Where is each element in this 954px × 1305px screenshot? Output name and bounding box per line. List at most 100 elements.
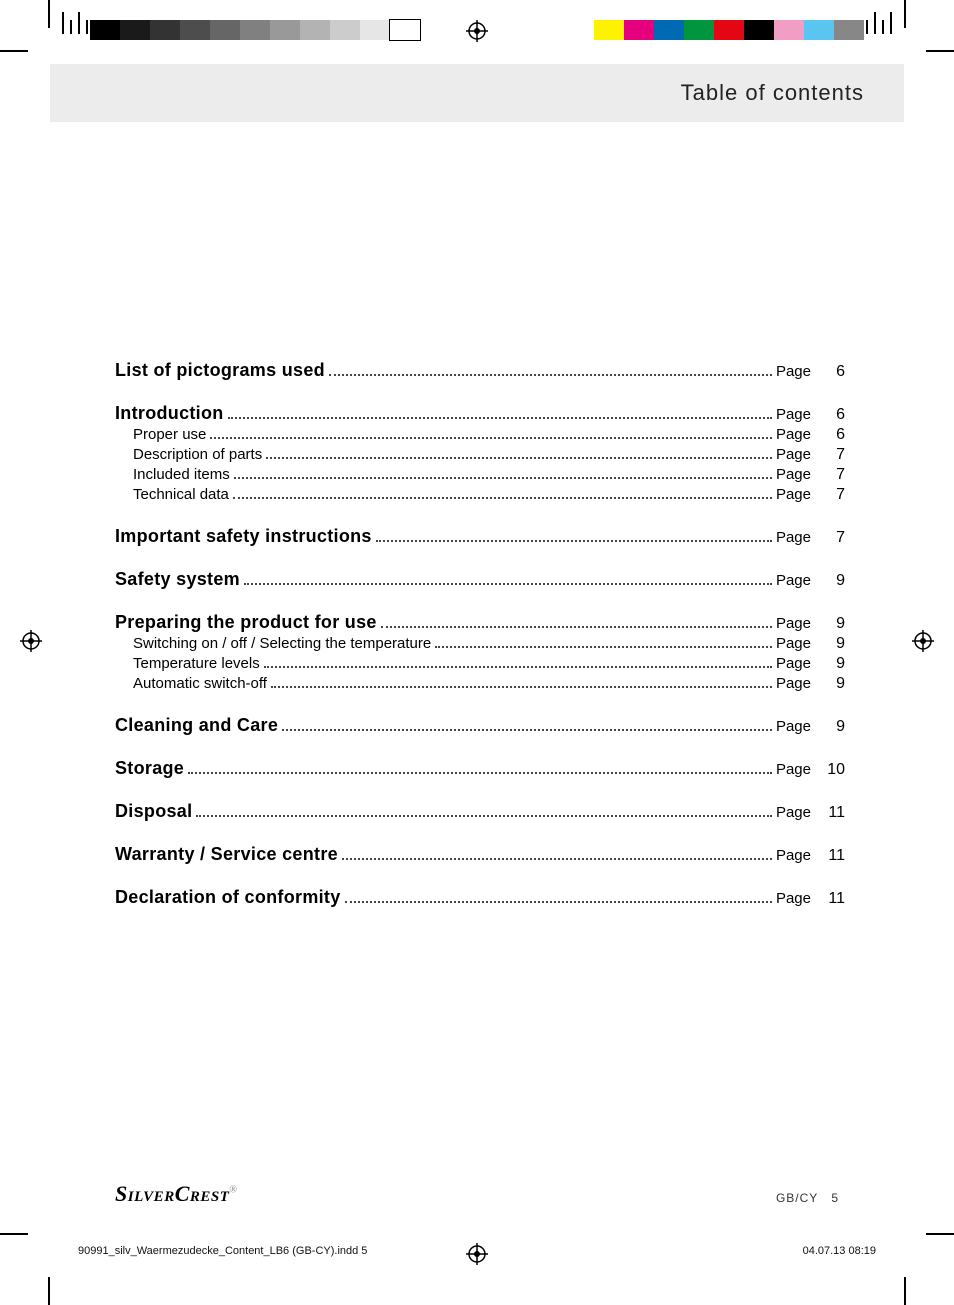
toc-title: Technical data	[115, 486, 229, 503]
toc-page-label: Page	[776, 363, 811, 380]
crop-mark	[0, 50, 28, 52]
crop-mark	[48, 0, 50, 28]
color-swatch	[684, 20, 714, 40]
toc-leader	[244, 583, 772, 585]
toc-gap	[115, 867, 845, 887]
toc-row: Warranty / Service centre Page11	[115, 844, 845, 865]
toc-page-label: Page	[776, 675, 811, 692]
toc-page-number: 9	[811, 655, 845, 673]
color-swatch	[774, 20, 804, 40]
toc-title: Important safety instructions	[115, 526, 372, 547]
toc-title: Introduction	[115, 403, 224, 424]
toc-page-number: 9	[811, 675, 845, 693]
toc-title: Storage	[115, 758, 184, 779]
toc-page-number: 6	[811, 363, 845, 381]
toc-title: Warranty / Service centre	[115, 844, 338, 865]
toc-row: Description of partsPage7	[115, 446, 845, 464]
toc-leader	[282, 729, 772, 731]
slug-left: 90991_silv_Waermezudecke_Content_LB6 (GB…	[78, 1245, 367, 1257]
toc-title: Description of parts	[115, 446, 262, 463]
toc-title: Temperature levels	[115, 655, 260, 672]
toc-leader	[196, 815, 772, 817]
toc-page-label: Page	[776, 847, 811, 864]
toc-row: Temperature levels Page9	[115, 655, 845, 673]
toc-page-number: 6	[811, 406, 845, 424]
toc-gap	[115, 695, 845, 715]
toc-title: Switching on / off / Selecting the tempe…	[115, 635, 431, 652]
grey-swatch	[180, 20, 210, 40]
toc-gap	[115, 383, 845, 403]
print-grey-steps	[90, 20, 420, 40]
color-swatch	[654, 20, 684, 40]
grey-swatch	[270, 20, 300, 40]
toc-page-label: Page	[776, 761, 811, 778]
toc-row: Safety systemPage9	[115, 569, 845, 590]
toc-title: Automatic switch-off	[115, 675, 267, 692]
toc-page-label: Page	[776, 718, 811, 735]
toc-row: Important safety instructionsPage7	[115, 526, 845, 547]
toc-gap	[115, 549, 845, 569]
toc-gap	[115, 738, 845, 758]
toc-page-number: 7	[811, 466, 845, 484]
toc-leader	[210, 437, 772, 439]
toc-row: DisposalPage11	[115, 801, 845, 822]
crop-mark	[904, 1277, 906, 1305]
toc-title: List of pictograms used	[115, 360, 325, 381]
registration-mark-icon	[466, 1243, 488, 1265]
toc-page-number: 9	[811, 635, 845, 653]
footer-locale: GB/CY 5	[776, 1191, 839, 1205]
grey-swatch	[210, 20, 240, 40]
grey-swatch	[390, 20, 420, 40]
toc-leader	[228, 417, 772, 419]
toc-gap	[115, 781, 845, 801]
toc-page-number: 10	[811, 761, 845, 779]
registration-mark-icon	[20, 630, 42, 652]
locale-code: GB/CY	[776, 1191, 818, 1205]
toc-title: Safety system	[115, 569, 240, 590]
toc-page-label: Page	[776, 890, 811, 907]
grey-swatch	[300, 20, 330, 40]
crop-ticks	[866, 12, 892, 34]
print-color-bar	[594, 20, 864, 40]
toc-title: Preparing the product for use	[115, 612, 377, 633]
toc-page-number: 11	[811, 890, 845, 908]
toc-gap	[115, 506, 845, 526]
toc-page-number: 11	[811, 847, 845, 865]
toc-page-number: 6	[811, 426, 845, 444]
footer-page-number: 5	[831, 1191, 839, 1205]
grey-swatch	[90, 20, 120, 40]
grey-swatch	[360, 20, 390, 40]
toc-page-number: 9	[811, 718, 845, 736]
toc-leader	[345, 901, 772, 903]
crop-mark	[904, 0, 906, 28]
toc-leader	[266, 457, 772, 459]
toc-page-label: Page	[776, 529, 811, 546]
crop-mark	[48, 1277, 50, 1305]
toc-row: Cleaning and CarePage9	[115, 715, 845, 736]
toc-page-number: 7	[811, 486, 845, 504]
toc-row: List of pictograms used Page6	[115, 360, 845, 381]
toc-page-label: Page	[776, 426, 811, 443]
toc-page-number: 9	[811, 572, 845, 590]
toc-page-label: Page	[776, 635, 811, 652]
header-band: Table of contents	[50, 64, 904, 122]
page-sheet: Table of contents List of pictograms use…	[0, 0, 954, 1305]
toc-gap	[115, 824, 845, 844]
toc-page-label: Page	[776, 466, 811, 483]
grey-swatch	[120, 20, 150, 40]
toc-row: Included items Page7	[115, 466, 845, 484]
toc-title: Proper use	[115, 426, 206, 443]
toc-page-number: 9	[811, 615, 845, 633]
color-swatch	[804, 20, 834, 40]
toc-leader	[381, 626, 772, 628]
toc-page-label: Page	[776, 446, 811, 463]
toc-leader	[342, 858, 772, 860]
grey-swatch	[240, 20, 270, 40]
toc-title: Included items	[115, 466, 230, 483]
toc-leader	[233, 497, 772, 499]
toc-page-label: Page	[776, 655, 811, 672]
page-title: Table of contents	[681, 80, 864, 106]
toc-row: IntroductionPage6	[115, 403, 845, 424]
toc-row: Proper use Page6	[115, 426, 845, 444]
toc-leader	[329, 374, 772, 376]
